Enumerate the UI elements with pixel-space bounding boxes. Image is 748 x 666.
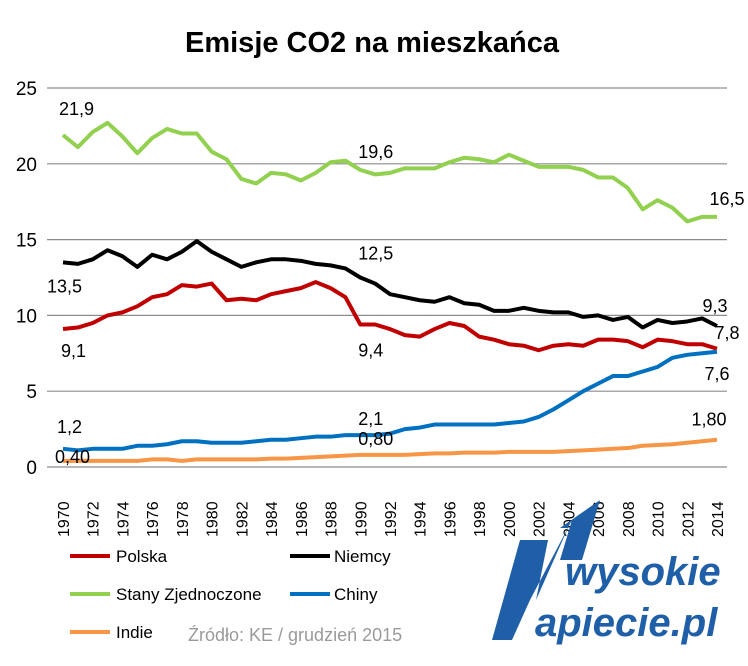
data-label: 9,3 <box>702 296 727 316</box>
series-line-niemcy <box>62 239 718 330</box>
data-label: 9,1 <box>61 341 86 361</box>
logo-line1: wysokie <box>565 550 721 594</box>
data-label: 12,5 <box>358 244 393 264</box>
y-tick-label: 5 <box>26 382 37 403</box>
series-lines <box>61 120 718 463</box>
legend-item: Chiny <box>290 585 378 604</box>
legend-item: Stany Zjednoczone <box>70 585 262 604</box>
y-tick-label: 0 <box>26 458 37 479</box>
y-axis-ticks: 0 5 10 15 20 25 <box>16 79 37 479</box>
data-label: 19,6 <box>358 142 393 162</box>
y-tick-label: 20 <box>16 155 37 176</box>
x-tick-label: 1986 <box>294 501 311 537</box>
x-tick-label: 1984 <box>264 501 281 537</box>
x-tick-label: 2012 <box>680 501 697 537</box>
x-tick-label: 1974 <box>115 501 132 537</box>
x-axis-ticks: 1970 1972 1974 1976 1978 1980 1982 1984 1986 1988… <box>56 501 727 537</box>
data-labels: 9,1 9,4 7,8 13,5 12,5 9,3 21,9 19,6 16,5 1,2 2,1 7,… <box>47 99 745 467</box>
series-line-chiny <box>62 349 718 453</box>
x-tick-label: 1972 <box>86 501 103 537</box>
x-tick-label: 1980 <box>205 501 222 537</box>
x-tick-label: 1994 <box>413 501 430 537</box>
x-tick-label: 2000 <box>502 501 519 537</box>
x-tick-label: 2010 <box>651 501 668 537</box>
x-tick-label: 1988 <box>324 501 341 537</box>
gridlines <box>47 87 727 468</box>
x-tick-label: 1998 <box>472 501 489 537</box>
chart-title: Emisje CO2 na mieszkańca <box>185 27 560 59</box>
data-label: 16,5 <box>709 189 744 209</box>
legend-item: Niemcy <box>290 547 391 566</box>
legend-item: Indie <box>70 623 153 642</box>
x-tick-label: 1976 <box>145 501 162 537</box>
x-tick-label: 2014 <box>710 501 727 537</box>
series-line-polska <box>62 280 718 353</box>
x-tick-label: 1970 <box>56 501 73 537</box>
data-label: 0,40 <box>55 447 90 467</box>
y-tick-label: 15 <box>16 231 37 252</box>
series-line-stany-zjednoczone <box>61 120 717 224</box>
source-note: Źródło: KE / grudzień 2015 <box>188 625 402 645</box>
x-tick-label: 1990 <box>353 501 370 537</box>
legend-item: Polska <box>70 547 168 566</box>
legend-label: Chiny <box>334 585 378 604</box>
x-tick-label: 1996 <box>442 501 459 537</box>
series-line-indie <box>63 437 718 463</box>
x-tick-label: 2008 <box>621 501 638 537</box>
x-tick-label: 1982 <box>234 501 251 537</box>
legend-label: Polska <box>116 547 168 566</box>
legend-label: Niemcy <box>334 547 391 566</box>
data-label: 13,5 <box>47 276 82 296</box>
legend-label: Stany Zjednoczone <box>116 585 262 604</box>
data-label: 21,9 <box>59 99 94 119</box>
data-label: 7,6 <box>704 364 729 384</box>
y-tick-label: 10 <box>16 306 37 327</box>
data-label: 1,2 <box>57 417 82 437</box>
data-label: 7,8 <box>714 323 739 343</box>
logo-line2: apiecie.pl <box>535 601 718 645</box>
legend: Polska Niemcy Stany Zjednoczone Chiny Indie <box>70 547 391 642</box>
data-label: 0,80 <box>358 429 393 449</box>
data-label: 1,80 <box>691 410 726 430</box>
data-label: 9,4 <box>358 340 383 360</box>
x-tick-label: 1992 <box>383 501 400 537</box>
x-tick-label: 2002 <box>532 501 549 537</box>
legend-label: Indie <box>116 623 153 642</box>
lightning-n-icon <box>492 500 600 640</box>
logo: wysokie apiecie.pl <box>492 500 721 645</box>
data-label: 2,1 <box>358 409 383 429</box>
y-tick-label: 25 <box>16 79 37 100</box>
x-tick-label: 1978 <box>175 501 192 537</box>
